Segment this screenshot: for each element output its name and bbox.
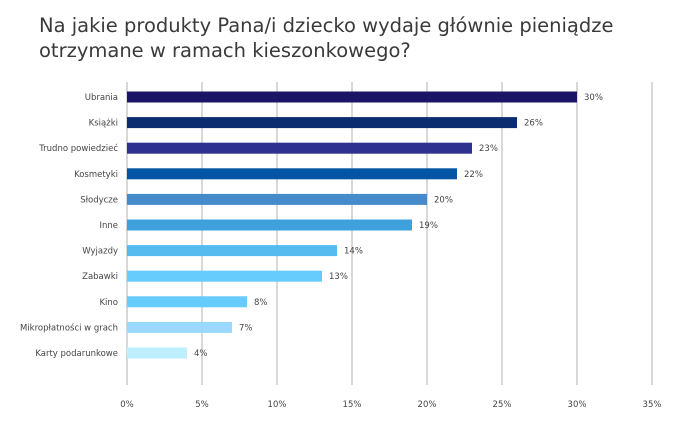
bar (127, 347, 187, 359)
bar (127, 296, 247, 308)
data-label: 4% (194, 349, 208, 359)
category-label: Słodycze (80, 195, 118, 205)
tick-label: 35% (643, 400, 662, 410)
data-label: 26% (524, 119, 543, 129)
data-label: 23% (479, 144, 498, 154)
category-label: Zabawki (82, 272, 118, 282)
category-label: Mikropłatności w grach (20, 322, 118, 333)
bar (127, 117, 517, 129)
bar (127, 321, 232, 333)
tick-label: 20% (418, 400, 437, 410)
bar (127, 245, 337, 257)
bar (127, 142, 472, 154)
data-label: 19% (419, 221, 438, 231)
tick-label: 0% (120, 400, 134, 410)
category-label: Książki (89, 119, 118, 129)
data-label: 22% (464, 170, 483, 180)
tick-label: 25% (493, 400, 512, 410)
data-label: 13% (329, 272, 348, 282)
chart-title: Na jakie produkty Pana/i dziecko wydaje … (39, 14, 614, 62)
bar (127, 270, 322, 282)
category-label: Kosmetyki (74, 170, 118, 180)
category-label: Kino (99, 298, 118, 308)
category-label: Wyjazdy (82, 247, 118, 257)
tick-label: 30% (568, 400, 587, 410)
tick-label: 15% (343, 400, 362, 410)
category-label: Trudno powiedzieć (38, 143, 118, 154)
data-label: 8% (254, 298, 268, 308)
category-label: Inne (99, 221, 118, 231)
category-label: Ubrania (85, 93, 118, 103)
bar (127, 193, 427, 205)
bar (127, 168, 457, 180)
data-label: 20% (434, 195, 453, 205)
category-label: Karty podarunkowe (35, 349, 118, 359)
bar (127, 91, 577, 103)
bar (127, 219, 412, 231)
data-label: 14% (344, 247, 363, 257)
tick-label: 5% (195, 400, 209, 410)
data-label: 30% (584, 93, 603, 103)
data-label: 7% (239, 323, 253, 333)
tick-label: 10% (268, 400, 287, 410)
